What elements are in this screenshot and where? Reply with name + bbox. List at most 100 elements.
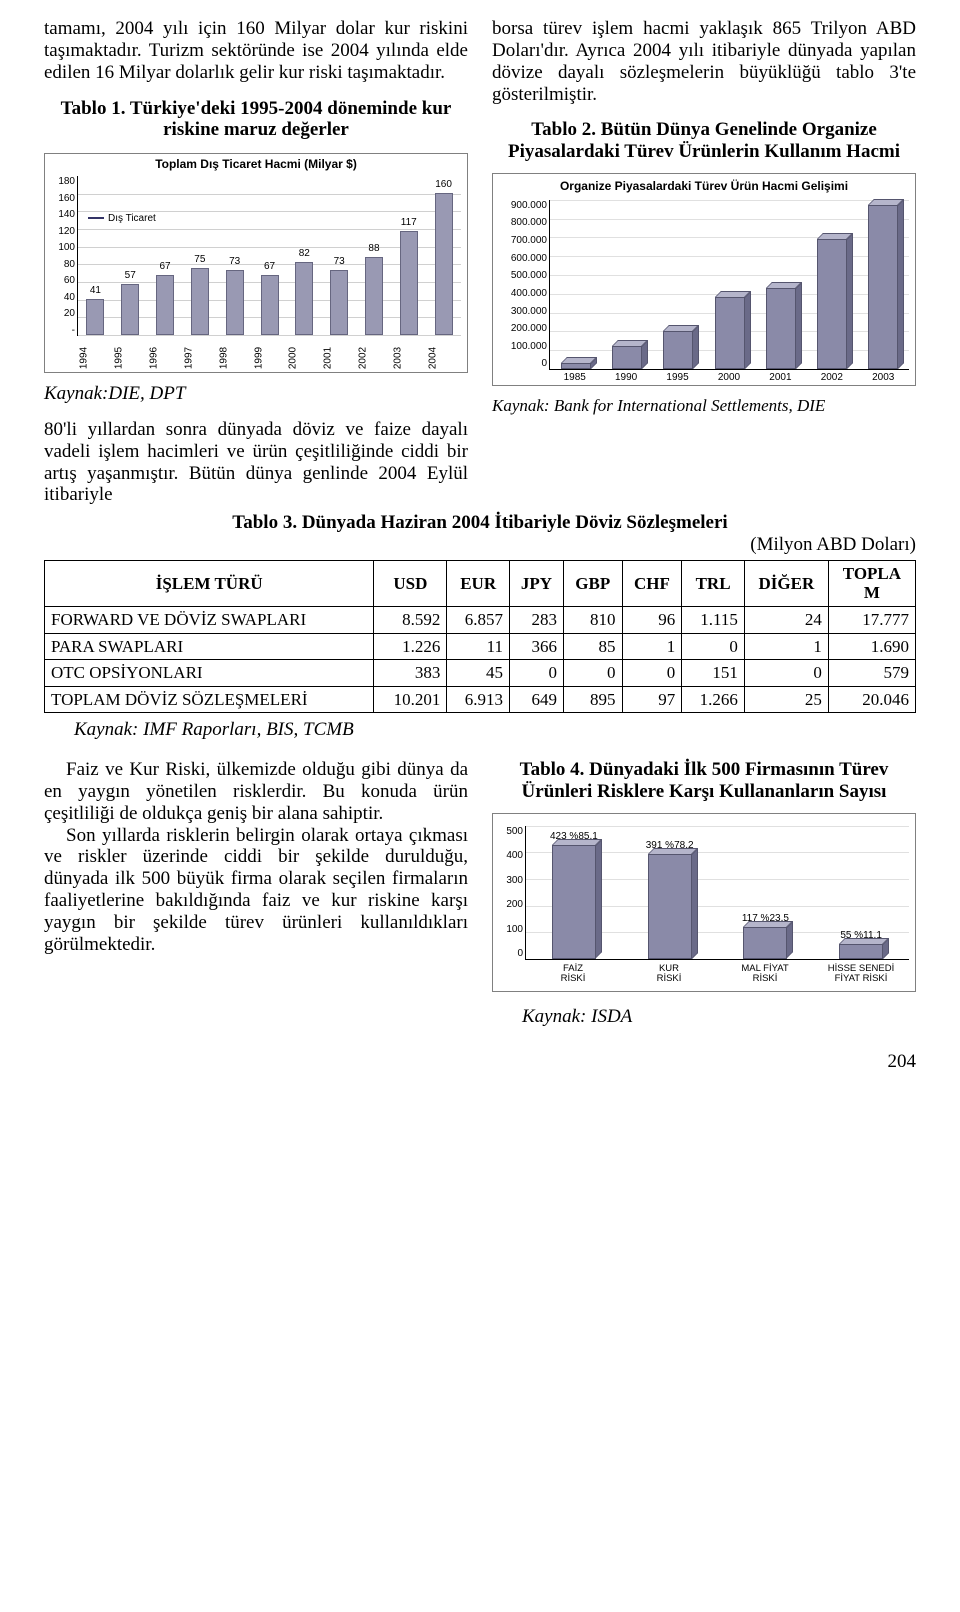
kaynak2: Kaynak: Bank for International Settlemen… [492,396,916,416]
chart4-bar-label: 55 %11.1 [840,930,882,942]
chart2-area [549,200,909,370]
table3-cell: 25 [744,686,828,713]
chart1-bar: 67 [156,275,174,335]
table3-header: CHF [622,560,682,606]
chart4-xaxis: FAİZ RİSKİKUR RİSKİMAL FİYAT RİSKİHİSSE … [525,960,909,985]
chart1-legend-text: Dış Ticaret [108,213,156,224]
bottom-two-column: Faiz ve Kur Riski, ülkemizde olduğu gibi… [44,759,916,1027]
chart4-xlabel: FAİZ RİSKİ [525,960,621,985]
chart4: 5004003002001000 423 %85.1391 %78.2117 %… [492,813,916,992]
table3-cell: 1.226 [374,633,447,660]
table3-cell: 45 [447,660,510,687]
chart4-area: 423 %85.1391 %78.2117 %23.555 %11.1 [525,826,909,960]
table3-cell: 97 [622,686,682,713]
chart1-bar-value: 73 [334,256,345,268]
chart1-ytick: 20 [64,308,75,320]
chart2-ytick: 400.000 [511,288,547,300]
chart2-xlabel: 1985 [549,370,600,384]
table3-row: FORWARD VE DÖVİZ SWAPLARI8.5926.85728381… [45,607,916,634]
table3-cell: 85 [563,633,622,660]
chart2-xlabel: 2001 [755,370,806,384]
kaynak3: Kaynak: IMF Raporları, BIS, TCMB [74,719,916,741]
chart4-ytick: 400 [506,850,523,862]
chart4-ytick: 300 [506,875,523,887]
kaynak4: Kaynak: ISDA [522,1006,916,1028]
chart1-bar-value: 160 [435,179,452,191]
chart2-bar [868,205,898,369]
table3-cell: 8.592 [374,607,447,634]
chart2-xlabel: 2000 [703,370,754,384]
chart1-ytick: 180 [58,176,75,188]
page-number: 204 [44,1051,916,1073]
chart1-xlabel: 2004 [428,341,460,376]
table3-cell: 20.046 [828,686,915,713]
table3-cell: 0 [682,633,745,660]
table3-header: USD [374,560,447,606]
chart4-bar-label: 423 %85.1 [550,831,598,843]
table3-header: JPY [509,560,563,606]
table3-cell: 383 [374,660,447,687]
table3-cell: 1.690 [828,633,915,660]
chart2-ytick: 800.000 [511,217,547,229]
chart2-bar [612,346,642,369]
chart1-bar-value: 75 [194,254,205,266]
table3-cell: 6.913 [447,686,510,713]
table3-row: PARA SWAPLARI1.22611366851011.690 [45,633,916,660]
chart2-bar [715,297,745,369]
table3-header: TRL [682,560,745,606]
chart1-bar: 41 [86,299,104,335]
chart4-ytick: 100 [506,924,523,936]
table3-header: DİĞER [744,560,828,606]
chart1-area: Dış Ticaret 415767757367827388117160 [77,176,461,336]
table3-row-label: PARA SWAPLARI [45,633,374,660]
chart1-bar: 160 [435,193,453,335]
chart1-xlabel: 1996 [148,341,180,376]
chart1-bar: 67 [261,275,279,335]
table3-row: OTC OPSİYONLARI383450001510579 [45,660,916,687]
chart2-xlabel: 1995 [652,370,703,384]
chart1-bar: 75 [191,268,209,335]
left-intro: tamamı, 2004 yılı için 160 Milyar dolar … [44,18,468,84]
chart1-ytick: 60 [64,275,75,287]
chart2-ytick: 200.000 [511,323,547,335]
table3-cell: 96 [622,607,682,634]
bottom-left-p2: Son yıllarda risklerin belirgin olarak o… [44,825,468,956]
chart4-ytick: 500 [506,826,523,838]
table3-cell: 366 [509,633,563,660]
chart4-ytick: 200 [506,899,523,911]
chart4-xlabel: KUR RİSKİ [621,960,717,985]
tablo3-unit: (Milyon ABD Doları) [44,534,916,556]
table3-row-label: TOPLAM DÖVİZ SÖZLEŞMELERİ [45,686,374,713]
tablo4-heading: Tablo 4. Dünyadaki İlk 500 Firmasının Tü… [492,759,916,803]
chart1-xlabel: 2002 [358,341,390,376]
table3-cell: 0 [622,660,682,687]
chart1-xlabel: 2003 [393,341,425,376]
table3: İŞLEM TÜRÜUSDEURJPYGBPCHFTRLDİĞERTOPLAM … [44,560,916,713]
table3-cell: 151 [682,660,745,687]
chart1-xaxis: 1994199519961997199819992000200120022003… [77,336,461,368]
table3-cell: 6.857 [447,607,510,634]
chart1-legend: Dış Ticaret [84,212,160,226]
table3-row: TOPLAM DÖVİZ SÖZLEŞMELERİ10.2016.9136498… [45,686,916,713]
tablo2-heading: Tablo 2. Bütün Dünya Genelinde Organize … [492,119,916,163]
chart1-ytick: 120 [58,226,75,238]
right-intro: borsa türev işlem hacmi yaklaşık 865 Tri… [492,18,916,105]
chart1-yaxis: 18016014012010080604020- [51,176,77,336]
chart1-bar-value: 117 [401,217,417,229]
chart1-bar-value: 67 [159,261,170,273]
chart4-plot: 5004003002001000 423 %85.1391 %78.2117 %… [499,820,909,960]
chart1-bar: 57 [121,284,139,335]
table3-cell: 579 [828,660,915,687]
table3-header: TOPLAM [828,560,915,606]
tablo3-heading: Tablo 3. Dünyada Haziran 2004 İtibariyle… [44,512,916,534]
table3-cell: 895 [563,686,622,713]
table3-cell: 810 [563,607,622,634]
chart1-ytick: - [72,325,75,337]
chart4-bar-label: 117 %23.5 [742,913,789,925]
chart4-xlabel: MAL FİYAT RİSKİ [717,960,813,985]
chart2-ytick: 600.000 [511,253,547,265]
table3-header-row: İŞLEM TÜRÜUSDEURJPYGBPCHFTRLDİĞERTOPLAM [45,560,916,606]
chart1-xlabel: 2000 [288,341,320,376]
table3-header: EUR [447,560,510,606]
left-body: 80'li yıllardan sonra dünyada döviz ve f… [44,419,468,506]
